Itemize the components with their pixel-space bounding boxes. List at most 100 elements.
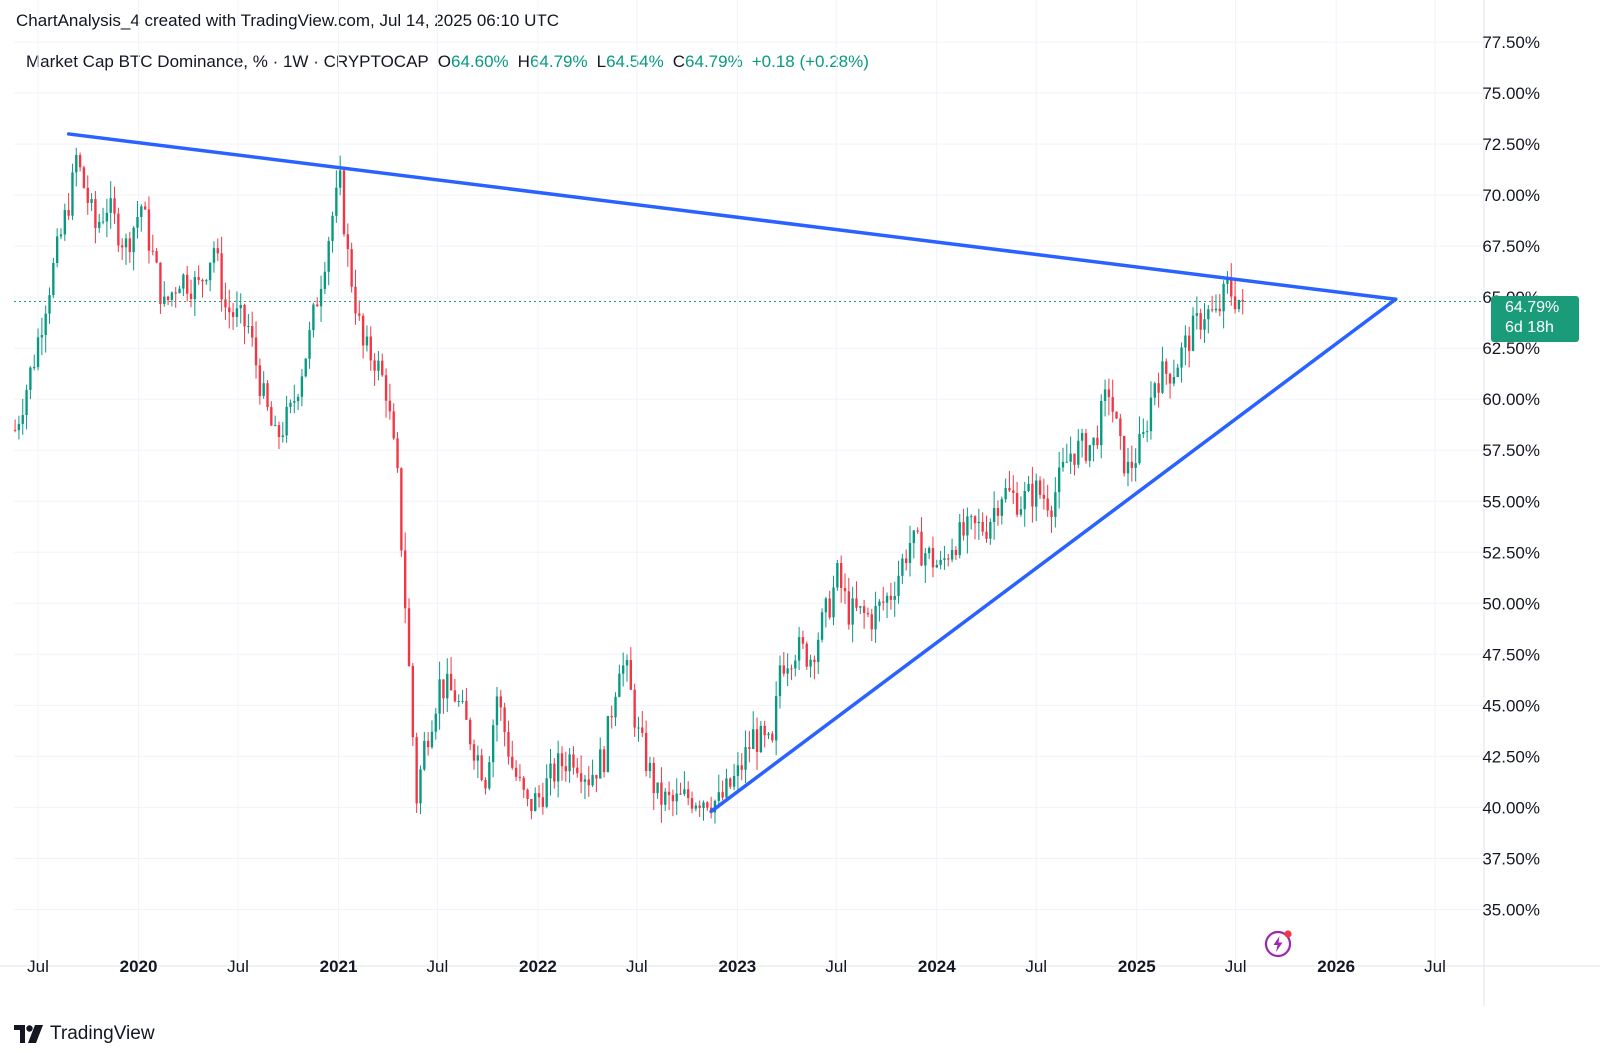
- candle: [740, 753, 743, 781]
- candle-body: [1084, 433, 1088, 461]
- candle: [1195, 296, 1199, 330]
- candle-body: [629, 660, 633, 690]
- candle: [782, 651, 785, 677]
- candle: [327, 236, 330, 286]
- symbol-legend[interactable]: Market Cap BTC Dominance, % · 1W · CRYPT…: [26, 52, 869, 72]
- candle-body: [346, 234, 350, 250]
- candle: [430, 720, 434, 749]
- candle: [713, 799, 717, 824]
- candle: [1199, 308, 1202, 340]
- candle: [514, 760, 518, 781]
- candle-body: [1096, 437, 1099, 446]
- candle: [75, 147, 78, 187]
- candle-body: [484, 779, 487, 789]
- candle: [992, 491, 996, 540]
- candle-body: [472, 744, 476, 761]
- candle: [732, 763, 736, 791]
- candle-body: [1237, 299, 1241, 310]
- x-tick-label: Jul: [825, 957, 847, 976]
- high-value: 64.79%: [529, 52, 588, 71]
- candle-body: [205, 280, 208, 282]
- candle: [1046, 484, 1049, 517]
- candle: [1207, 304, 1210, 334]
- candle-body: [947, 558, 950, 560]
- candle: [1180, 342, 1183, 383]
- x-tick-label: Jul: [27, 957, 49, 976]
- candle: [771, 731, 774, 743]
- candle: [534, 787, 537, 812]
- candle-body: [1046, 498, 1049, 511]
- candle-body: [897, 575, 900, 596]
- candle: [86, 175, 89, 215]
- candle-body: [1199, 313, 1202, 330]
- candle: [342, 166, 346, 237]
- candle: [847, 577, 851, 630]
- candle-body: [197, 277, 200, 280]
- candle-body: [392, 411, 395, 439]
- candle: [1084, 429, 1088, 464]
- symbol-name[interactable]: Market Cap BTC Dominance, % · 1W · CRYPT…: [26, 52, 429, 71]
- y-tick-label: 40.00%: [1482, 798, 1540, 817]
- candle: [1168, 372, 1172, 399]
- candle: [595, 774, 598, 793]
- candle: [882, 586, 885, 611]
- candle: [197, 265, 200, 285]
- candle-body: [174, 292, 177, 294]
- price-axis[interactable]: 35.00% 37.50% 40.00% 42.50% 45.00% 47.50% 50.0…: [1482, 33, 1540, 919]
- candle-body: [1134, 463, 1137, 468]
- candle: [220, 236, 223, 312]
- candle-body: [465, 700, 468, 720]
- candle-body: [602, 749, 606, 773]
- candle-body: [889, 595, 893, 600]
- candle: [664, 787, 667, 812]
- candle-body: [970, 516, 973, 518]
- candle: [1054, 477, 1057, 528]
- candle: [304, 358, 307, 378]
- candle-body: [1038, 480, 1042, 495]
- candle-body: [277, 425, 281, 438]
- candle: [702, 800, 705, 821]
- candle-body: [1012, 490, 1015, 493]
- change-value: +0.18 (+0.28%): [751, 52, 869, 71]
- candlestick-series: [13, 147, 1244, 824]
- candle: [667, 781, 671, 811]
- candle-body: [962, 522, 965, 536]
- candle-body: [935, 564, 938, 568]
- candle-body: [1023, 490, 1026, 510]
- candle: [889, 582, 893, 610]
- candle: [927, 546, 931, 560]
- candle: [912, 529, 916, 559]
- candle: [656, 782, 659, 799]
- candle: [1126, 447, 1130, 487]
- candle-body: [304, 358, 307, 377]
- candle-body: [893, 595, 896, 600]
- candle: [817, 632, 820, 675]
- candle-body: [258, 365, 262, 397]
- candle-body: [671, 795, 675, 802]
- candle-body: [430, 731, 434, 748]
- candle: [625, 654, 629, 682]
- candle-body: [21, 415, 24, 424]
- candle: [652, 757, 655, 811]
- candle-body: [878, 601, 881, 606]
- candle-body: [920, 531, 923, 566]
- candle-body: [943, 558, 946, 560]
- candle-body: [801, 637, 805, 644]
- tradingview-brand[interactable]: TradingView: [14, 1023, 155, 1045]
- time-axis[interactable]: Jul 2020 Jul 2021 Jul 2022 Jul 2023 Jul 2024 Jul 20…: [27, 957, 1446, 976]
- candle-body: [63, 210, 66, 235]
- candle: [832, 575, 835, 626]
- candle: [400, 467, 403, 557]
- candle-body: [1180, 347, 1183, 368]
- candle: [725, 768, 728, 803]
- x-tick-label: Jul: [427, 957, 449, 976]
- candle-body: [208, 262, 212, 281]
- candle-body: [312, 304, 315, 331]
- candle: [553, 758, 556, 789]
- candle-body: [446, 673, 449, 699]
- candle: [1096, 425, 1099, 449]
- candle-body: [90, 199, 93, 203]
- x-tick-label: Jul: [227, 957, 249, 976]
- lightning-icon[interactable]: [1263, 928, 1293, 958]
